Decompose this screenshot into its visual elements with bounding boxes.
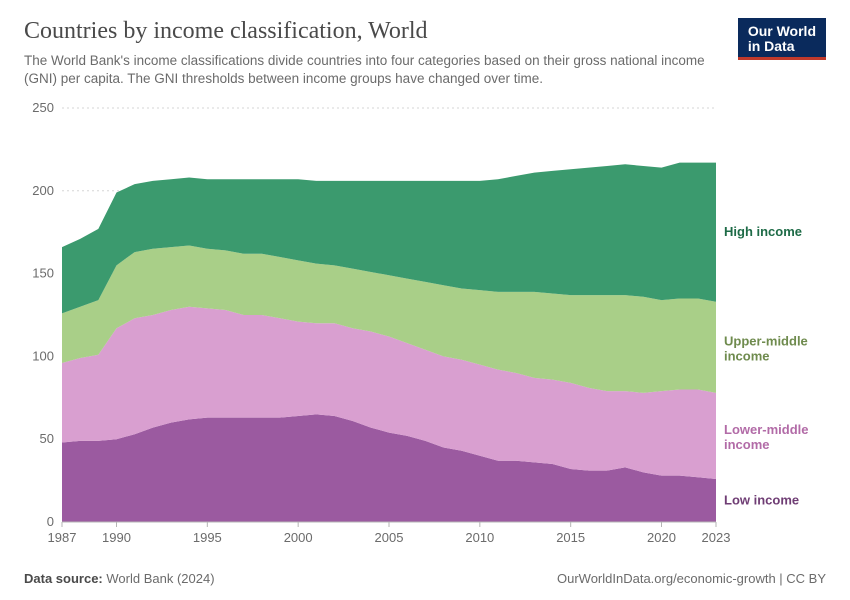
chart-area: 0 50 100 150 200 250 1987 1990 1995 2000 2005 2010 2…	[24, 98, 826, 567]
svg-text:1990: 1990	[102, 530, 131, 545]
svg-text:100: 100	[32, 348, 54, 363]
svg-text:2005: 2005	[375, 530, 404, 545]
series-label-high_income: High income	[724, 224, 802, 239]
svg-text:2010: 2010	[465, 530, 494, 545]
svg-text:150: 150	[32, 266, 54, 281]
svg-text:2000: 2000	[284, 530, 313, 545]
svg-text:2020: 2020	[647, 530, 676, 545]
page-title: Countries by income classification, Worl…	[24, 18, 722, 46]
svg-text:0: 0	[47, 514, 54, 529]
svg-text:2015: 2015	[556, 530, 585, 545]
svg-text:1987: 1987	[48, 530, 77, 545]
svg-text:250: 250	[32, 100, 54, 115]
subtitle: The World Bank's income classifications …	[24, 52, 722, 88]
series-label-lower_middle_income: Lower-middleincome	[724, 422, 809, 452]
svg-text:50: 50	[40, 431, 54, 446]
attribution: OurWorldInData.org/economic-growth | CC …	[557, 571, 826, 586]
series-label-upper_middle_income: Upper-middleincome	[724, 333, 808, 363]
svg-text:1995: 1995	[193, 530, 222, 545]
svg-text:200: 200	[32, 183, 54, 198]
svg-text:2023: 2023	[702, 530, 731, 545]
owid-logo: Our World in Data	[738, 18, 826, 60]
series-label-low_income: Low income	[724, 493, 799, 508]
stacked-area-chart: 0 50 100 150 200 250 1987 1990 1995 2000 2005 2010 2…	[24, 98, 826, 550]
data-source: Data source: World Bank (2024)	[24, 571, 215, 586]
